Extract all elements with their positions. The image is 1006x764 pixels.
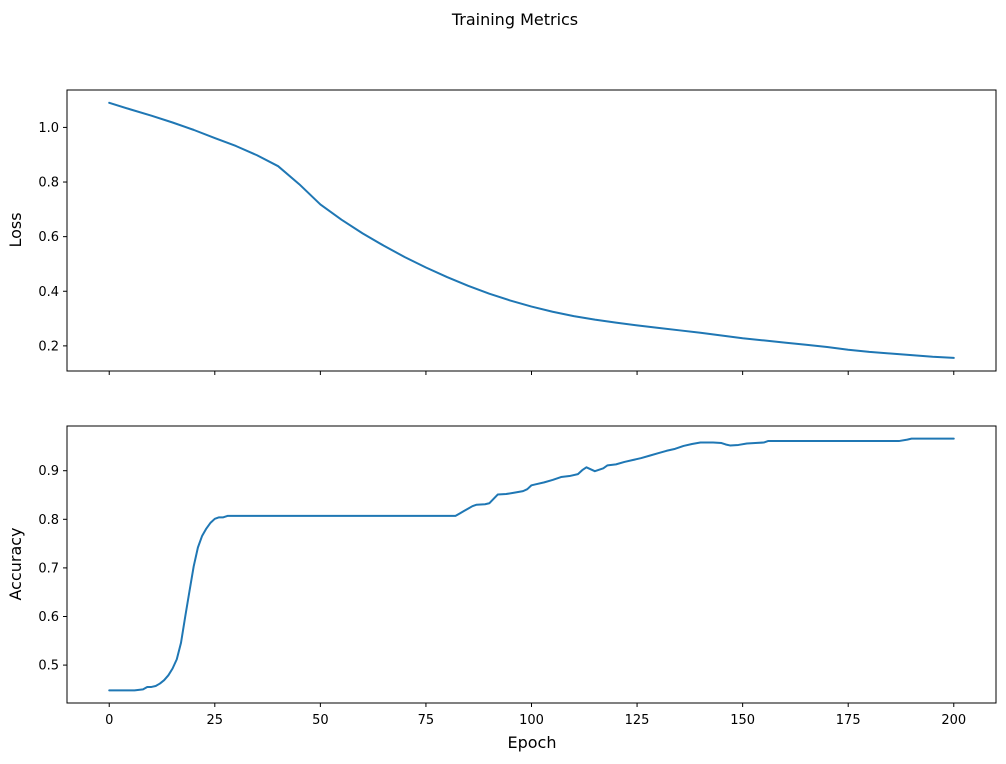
accuracy-y-tick-label: 0.6 bbox=[38, 610, 59, 625]
loss-subplot: Loss 0.2 0.4 0.6 0.8 1.0 bbox=[6, 89, 997, 375]
loss-y-axis-label: Loss bbox=[6, 212, 25, 247]
accuracy-x-tick-label: 50 bbox=[312, 713, 329, 728]
accuracy-y-tick-label: 0.8 bbox=[38, 513, 59, 528]
loss-axes-frame bbox=[66, 89, 997, 372]
accuracy-y-axis-label: Accuracy bbox=[6, 527, 25, 600]
loss-line bbox=[108, 101, 955, 359]
accuracy-x-tick-label: 150 bbox=[730, 713, 755, 728]
loss-y-tick-label: 0.6 bbox=[38, 230, 59, 245]
accuracy-y-tick-label: 0.5 bbox=[38, 659, 59, 674]
accuracy-x-tick-label: 25 bbox=[207, 713, 224, 728]
accuracy-x-tick-label: 175 bbox=[836, 713, 861, 728]
loss-y-tick-label: 0.4 bbox=[38, 285, 59, 300]
accuracy-x-tick-label: 75 bbox=[418, 713, 435, 728]
accuracy-x-tick-label: 100 bbox=[519, 713, 544, 728]
accuracy-y-tick-label: 0.9 bbox=[38, 464, 59, 479]
epoch-x-axis-label: Epoch bbox=[508, 733, 557, 752]
figure-title: Training Metrics bbox=[451, 10, 578, 29]
accuracy-line bbox=[108, 437, 955, 692]
accuracy-y-tick-label: 0.7 bbox=[38, 561, 59, 576]
loss-y-tick-label: 0.8 bbox=[38, 176, 59, 191]
accuracy-axes-frame bbox=[66, 425, 997, 704]
accuracy-x-tick-label: 200 bbox=[941, 713, 966, 728]
accuracy-x-tick-label: 0 bbox=[105, 713, 113, 728]
accuracy-x-tick-label: 125 bbox=[625, 713, 650, 728]
loss-y-tick-label: 1.0 bbox=[38, 121, 59, 136]
accuracy-subplot: Accuracy Epoch 0 25 50 75 100 125 150 175 200 0.5… bbox=[6, 425, 997, 752]
loss-y-tick-label: 0.2 bbox=[38, 339, 59, 354]
